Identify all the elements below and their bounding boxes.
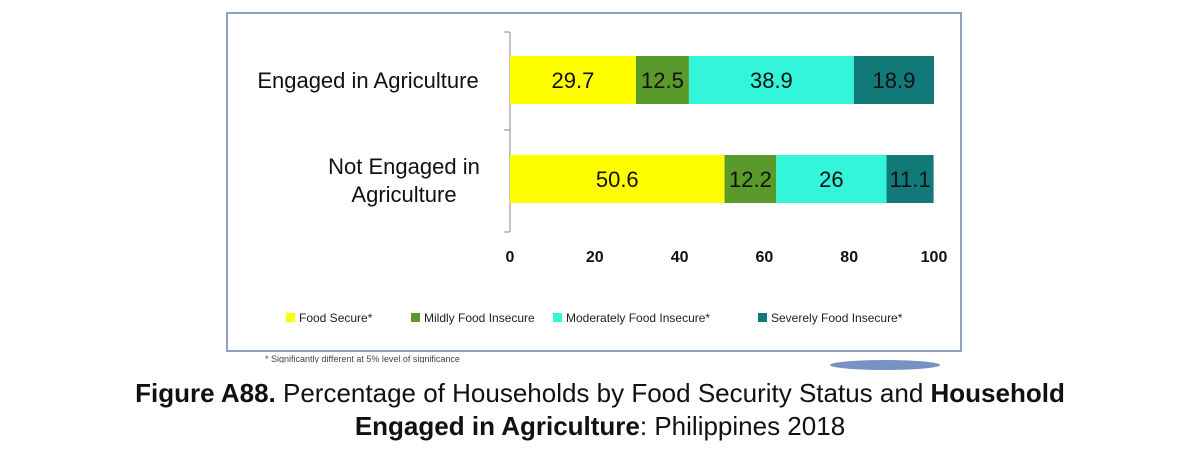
figure-label: Figure A88.: [135, 378, 276, 408]
caption-text-1: Percentage of Households by Food Securit…: [275, 378, 931, 408]
figure-caption: Figure A88. Percentage of Households by …: [0, 377, 1200, 443]
caption-text-2: : Philippines 2018: [639, 411, 846, 441]
legend-swatch-3: [553, 313, 562, 322]
bar-2-value-label-2: 12.2: [729, 167, 772, 192]
bar-1-segment-3: [688, 56, 854, 104]
x-tick-label-1: 20: [586, 249, 604, 266]
decorative-ellipse: [830, 360, 940, 370]
caption-bold-2: Engaged in Agriculture: [354, 411, 640, 441]
x-tick-label-5: 100: [921, 249, 948, 266]
bar-2-segment-2: [724, 155, 777, 203]
legend-swatch-1: [286, 313, 295, 322]
legend-swatch-2: [411, 313, 420, 322]
bar-1-segment-1: [510, 56, 636, 104]
bar-1-segment-2: [635, 56, 689, 104]
bar-2-value-label-3: 26: [819, 167, 843, 192]
legend-label-2: Mildly Food Insecure: [424, 311, 535, 325]
x-tick-label-0: 0: [506, 249, 515, 266]
legend-swatch-4: [758, 313, 767, 322]
legend-label-3: Moderately Food Insecure*: [566, 311, 710, 325]
bar-2-segment-1: [510, 155, 725, 203]
bar-1-value-label-2: 12.5: [641, 68, 684, 93]
bar-2-segment-3: [776, 155, 887, 203]
bar-2-value-label-1: 50.6: [596, 167, 639, 192]
x-tick-label-3: 60: [756, 249, 774, 266]
bar-1-value-label-3: 38.9: [750, 68, 793, 93]
bar-2-segment-4: [886, 155, 934, 203]
bar-2-value-label-4: 11.1: [889, 167, 930, 192]
category-label-1: Engaged in Agriculture: [257, 68, 478, 93]
bar-1-value-label-4: 18.9: [873, 68, 916, 93]
footnote: * Significantly different at 5% level of…: [265, 355, 460, 363]
legend-label-4: Severely Food Insecure*: [771, 311, 903, 325]
category-label-2: Not Engaged in Agriculture: [328, 154, 480, 207]
x-tick-label-4: 80: [840, 249, 858, 266]
chart-svg: Engaged in Agriculture Not Engaged in Agri…: [257, 31, 948, 325]
bar-1-value-label-1: 29.7: [552, 68, 595, 93]
bar-1-segment-4: [853, 56, 934, 104]
x-tick-label-2: 40: [671, 249, 689, 266]
chart-frame: Engaged in Agriculture Not Engaged in Agri…: [226, 12, 962, 352]
legend-label-1: Food Secure*: [299, 311, 373, 325]
caption-bold-1: Household: [930, 378, 1065, 408]
